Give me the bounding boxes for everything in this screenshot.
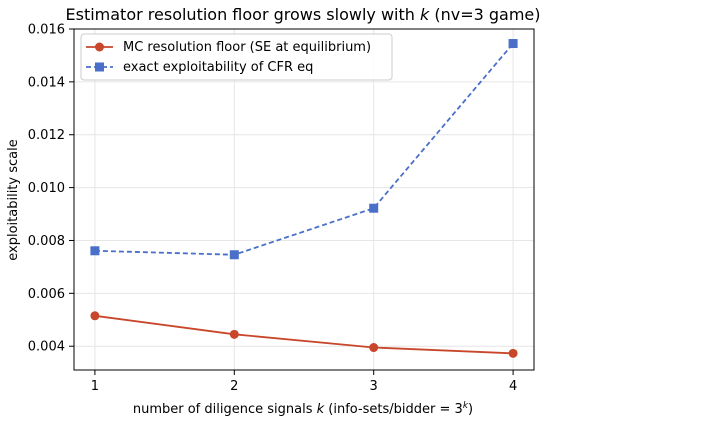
y-tick-label: 0.006 xyxy=(28,287,65,302)
data-point-exact-exploitability xyxy=(508,39,518,49)
legend: MC resolution floor (SE at equilibrium) … xyxy=(80,33,393,81)
x-tick-label: 4 xyxy=(509,379,517,394)
x-axis-label: number of diligence signals k (info-sets… xyxy=(133,401,473,417)
legend-label-exact: exact exploitability of CFR eq xyxy=(123,60,313,75)
legend-label-mc: MC resolution floor (SE at equilibrium) xyxy=(123,40,371,55)
series-line-mc-floor xyxy=(94,314,514,355)
y-axis-label: exploitability scale xyxy=(6,139,21,260)
plot-frame xyxy=(73,28,535,371)
data-point-mc-floor xyxy=(508,348,518,358)
axis-ticks: 1 2 3 4 0.004 0.006 0.008 0.010 0.012 0.014 0.016 xyxy=(28,23,517,395)
y-tick-label: 0.004 xyxy=(28,340,65,355)
y-tick-label: 0.016 xyxy=(28,23,65,38)
y-tick-label: 0.012 xyxy=(28,128,65,143)
series xyxy=(90,39,518,358)
data-point-exact-exploitability xyxy=(369,203,379,213)
data-point-mc-floor xyxy=(229,329,239,339)
data-point-mc-floor xyxy=(90,311,100,321)
data-point-mc-floor xyxy=(369,343,379,353)
x-tick-label: 2 xyxy=(230,379,238,394)
y-tick-label: 0.008 xyxy=(28,234,65,249)
x-tick-label: 3 xyxy=(370,379,378,394)
legend-box xyxy=(80,33,393,81)
data-point-exact-exploitability xyxy=(229,250,239,260)
legend-marker-mc xyxy=(95,42,104,52)
x-tick-label: 1 xyxy=(91,379,99,394)
y-tick-label: 0.010 xyxy=(28,181,65,196)
series-line-exact-exploitability xyxy=(94,42,514,256)
chart-title: Estimator resolution floor grows slowly … xyxy=(66,5,541,24)
y-tick-label: 0.014 xyxy=(28,75,65,90)
legend-marker-exact xyxy=(95,62,104,72)
data-point-exact-exploitability xyxy=(90,246,100,256)
